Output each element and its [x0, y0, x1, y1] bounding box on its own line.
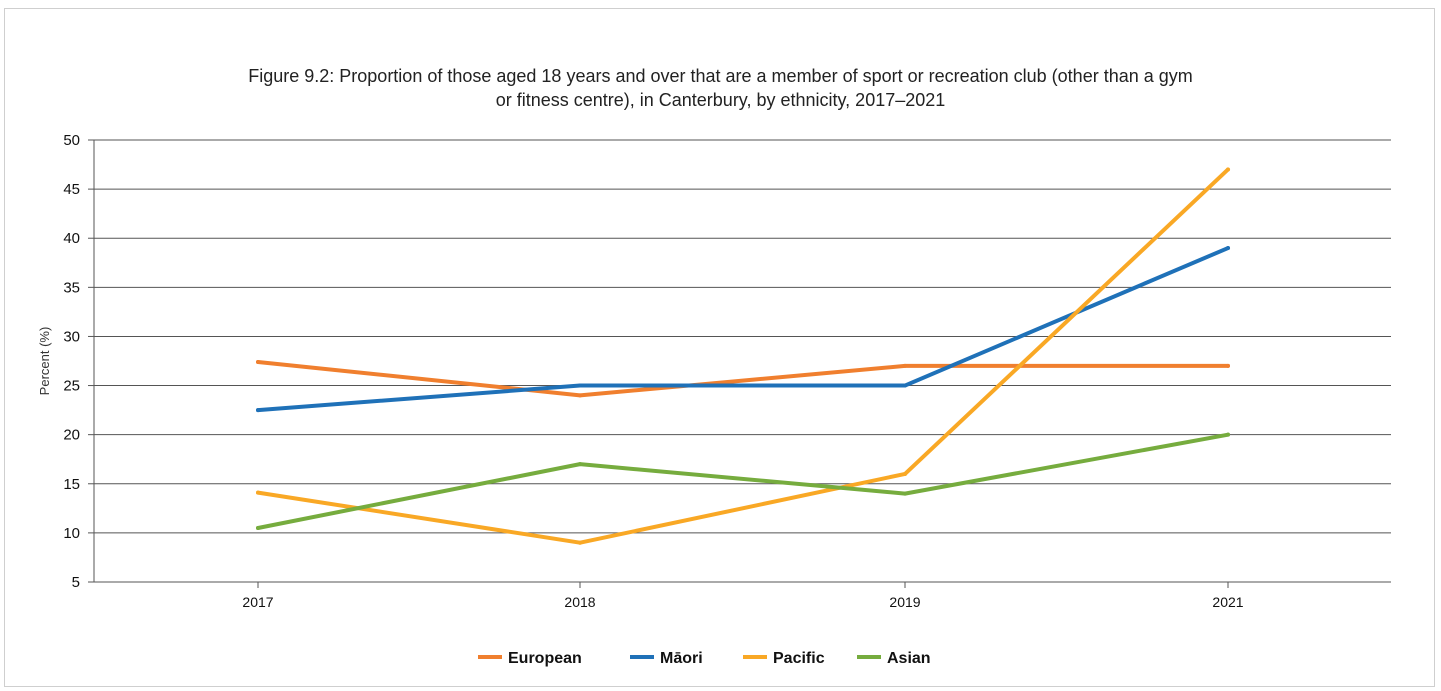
series-line-asian	[256, 432, 1230, 530]
y-tick-label: 10	[63, 525, 80, 542]
y-tick-label: 30	[63, 328, 80, 345]
y-tick-label: 50	[63, 132, 80, 149]
data-point-european	[1226, 363, 1230, 368]
y-tick-label: 35	[63, 279, 80, 296]
series-line-māori	[256, 246, 1230, 413]
legend-label-pacific: Pacific	[773, 650, 825, 667]
y-tick-label: 40	[63, 230, 80, 247]
data-point-asian	[1226, 432, 1230, 437]
legend-label-european: European	[508, 650, 582, 667]
data-point-european	[578, 393, 582, 398]
data-point-pacific	[903, 471, 907, 476]
data-point-asian	[903, 491, 907, 496]
y-tick-label: 15	[63, 476, 80, 493]
y-tick-label: 20	[63, 427, 80, 444]
legend-label-asian: Asian	[887, 650, 931, 667]
data-point-pacific	[578, 540, 582, 545]
x-tick-label: 2018	[564, 594, 595, 610]
y-axis-title: Percent (%)	[37, 327, 52, 396]
x-tick-label: 2019	[889, 594, 920, 610]
data-point-asian	[578, 462, 582, 467]
y-tick-label: 45	[63, 181, 80, 198]
data-point-māori	[903, 383, 907, 388]
data-point-māori	[578, 383, 582, 388]
x-tick-label: 2021	[1212, 594, 1243, 610]
data-point-māori	[1226, 246, 1230, 251]
chart-title-line-1: Figure 9.2: Proportion of those aged 18 …	[248, 66, 1193, 86]
chart-title-line-2: or fitness centre), in Canterbury, by et…	[495, 90, 946, 110]
data-point-pacific	[1226, 167, 1230, 172]
data-point-asian	[256, 525, 260, 530]
x-tick-label: 2017	[242, 594, 273, 610]
series-line-pacific	[256, 167, 1230, 545]
data-point-pacific	[256, 490, 260, 495]
data-point-european	[256, 359, 260, 364]
series-line-european	[256, 359, 1230, 398]
chart-title: Figure 9.2: Proportion of those aged 18 …	[0, 64, 1441, 112]
y-tick-label: 25	[63, 378, 80, 395]
data-point-māori	[256, 408, 260, 413]
y-tick-label: 5	[72, 574, 80, 591]
chart-frame	[4, 8, 1435, 687]
legend-label-māori: Māori	[660, 650, 703, 667]
data-point-european	[903, 363, 907, 368]
